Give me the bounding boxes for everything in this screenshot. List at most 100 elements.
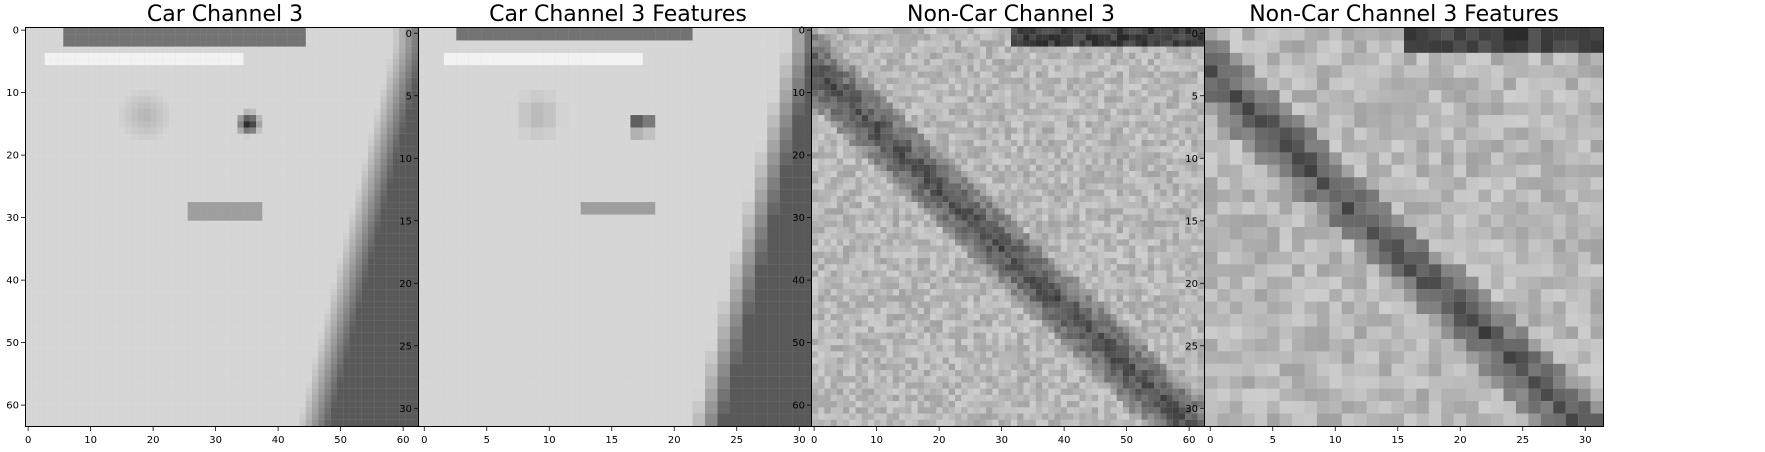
heatmap-cell [349,139,356,147]
heatmap-cell [26,338,33,346]
heatmap-cell [63,52,70,60]
heatmap-cell [336,382,344,389]
heatmap-cell [392,282,400,290]
heatmap-cell [336,289,344,296]
heatmap-cell [137,202,145,209]
heatmap-cell [237,152,244,159]
heatmap-cell [181,28,188,35]
heatmap-cell [50,376,58,383]
heatmap-cell [113,195,120,203]
heatmap-cell [405,214,412,221]
heatmap-cell [493,65,507,78]
heatmap-cell [386,96,393,103]
heatmap-cell [336,59,344,66]
heatmap-cell [312,376,319,383]
heatmap-cell [200,121,207,128]
heatmap-cell [32,108,39,116]
heatmap-cell [262,28,269,35]
heatmap-cell [200,258,207,265]
heatmap-cell [330,413,337,420]
heatmap-cell [63,314,70,321]
heatmap-cell [150,202,157,209]
heatmap-cell [318,338,325,346]
heatmap-cell [305,139,313,147]
heatmap-cell [361,121,369,128]
heatmap-cell [399,139,406,147]
heatmap-cell [75,139,83,147]
heatmap-cell [137,382,145,389]
heatmap-cell [150,46,157,53]
heatmap-cell [63,326,70,333]
heatmap-cell [343,258,350,265]
heatmap-cell [268,413,275,420]
heatmap-cell [287,282,294,290]
heatmap-cell [94,96,101,103]
heatmap-cell [411,370,418,377]
heatmap-cell [312,233,319,240]
heatmap-cell [305,326,313,333]
heatmap-cell [443,102,457,116]
heatmap-cell [231,46,238,53]
heatmap-cell [287,195,294,203]
heatmap-cell [655,314,668,327]
heatmap-cell [225,34,232,41]
heatmap-cell [274,28,282,35]
heatmap-cell [100,71,107,78]
heatmap-cell [156,376,163,383]
heatmap-cell [299,115,306,122]
heatmap-cell [361,171,369,178]
heatmap-cell [26,28,33,35]
heatmap-cell [231,133,238,140]
heatmap-cell [580,115,594,128]
heatmap-cell [399,220,406,228]
heatmap-cell [237,382,244,389]
heatmap-cell [131,121,138,128]
heatmap-cell [349,332,356,339]
heatmap-cell [754,326,768,339]
panel-car-channel-3-features: Car Channel 3 Features 0 5 10 15 20 25 30 0 5 10 1… [398,0,838,452]
heatmap-cell [368,357,375,364]
heatmap-cell [268,127,275,134]
heatmap-cell [779,90,793,103]
heatmap-cell [113,189,120,196]
heatmap-cell [280,419,288,426]
heatmap-cell [411,282,418,290]
heatmap-cell [305,40,313,47]
heatmap-cell [106,115,114,122]
heatmap-cell [324,46,331,53]
heatmap-cell [530,214,544,228]
heatmap-cell [349,127,356,134]
heatmap-cell [26,320,33,327]
heatmap-cell [405,127,412,134]
heatmap-cell [175,171,182,178]
heatmap-cell [187,394,194,402]
heatmap-cell [287,370,294,377]
heatmap-cell [193,77,201,85]
heatmap-cell [88,251,95,259]
heatmap-cell [119,189,126,196]
heatmap-cell [299,326,306,333]
heatmap-cell [468,90,482,103]
heatmap-cell [131,202,138,209]
heatmap-cell [50,208,58,215]
heatmap-cell [144,146,151,153]
heatmap-cell [767,251,780,265]
heatmap-cell [543,301,556,315]
heatmap-cell [392,52,400,60]
heatmap-cell [44,164,51,172]
heatmap-cell [680,239,693,252]
heatmap-cell [106,413,114,420]
heatmap-cell [125,301,132,308]
heatmap-cell [779,227,793,240]
heatmap-cell [324,363,331,371]
heatmap-cell [305,96,313,103]
heatmap-cell [206,127,213,134]
heatmap-cell [330,158,337,165]
heatmap-cell [113,233,120,240]
heatmap-cell [206,108,213,116]
heatmap-cell [113,152,120,159]
heatmap-cell [181,146,188,153]
heatmap-cell [518,251,531,265]
heatmap-cell [75,158,83,165]
heatmap-cell [299,251,306,259]
